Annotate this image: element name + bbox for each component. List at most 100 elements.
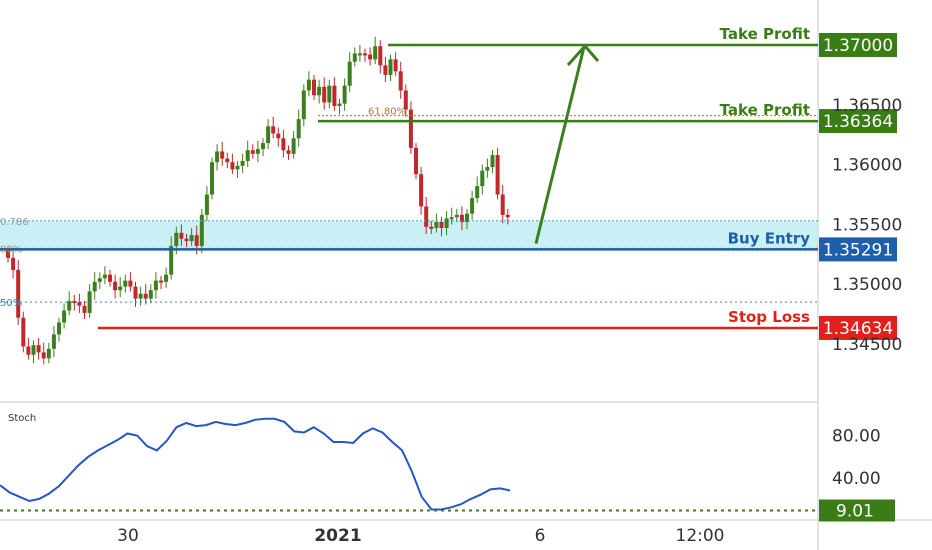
candle-body (296, 119, 301, 139)
candle-body (102, 274, 107, 279)
candle-body (46, 348, 51, 359)
candle-body (21, 317, 26, 347)
candle-body (57, 322, 61, 335)
candle-body (153, 280, 158, 291)
candle-body (215, 151, 220, 163)
candle-body (11, 257, 16, 270)
candle-body (97, 278, 102, 282)
candle-body (240, 161, 245, 166)
candle-body (108, 274, 112, 282)
stop-loss-price-tag-text: 1.34634 (823, 319, 893, 339)
candle-body (189, 235, 194, 242)
candle-body (408, 109, 413, 148)
candle-body (230, 162, 235, 170)
candle-body (72, 300, 77, 303)
candle-body (388, 59, 393, 75)
candle-body (36, 345, 41, 353)
buy-entry-label: Buy Entry (728, 229, 811, 247)
candle-body (357, 53, 362, 56)
candles-group (6, 36, 510, 365)
candle-body (332, 85, 337, 106)
candle-body (337, 103, 342, 106)
stoch-current-tag-bg (819, 499, 895, 522)
candle-body (383, 65, 388, 75)
candle-body (31, 345, 36, 355)
candle-body (87, 291, 92, 313)
candle-body (342, 85, 347, 104)
candle-body (16, 269, 21, 318)
candle-body (159, 280, 163, 283)
candle-body (194, 235, 199, 246)
candle-body (301, 90, 306, 120)
price-tick-label: 1.34500 (832, 335, 902, 355)
candle-body (281, 138, 286, 151)
price-tick-label: 1.35500 (832, 215, 902, 235)
candle-body (133, 286, 138, 299)
candle-body (6, 250, 10, 258)
fib-786-label: 0.786 (0, 217, 29, 228)
candle-body (67, 300, 72, 311)
time-axis: 30 2021 6 12:00 (117, 526, 724, 546)
candle-body (235, 165, 240, 170)
candle-body (245, 150, 250, 162)
candle-body (164, 274, 169, 282)
candle-body (179, 232, 184, 239)
candle-body (51, 334, 56, 349)
candle-body (449, 217, 454, 220)
candle-body (454, 214, 459, 218)
price-tick-label: 1.36000 (832, 156, 902, 176)
fib-50-label: 50% (0, 298, 22, 309)
candle-body (347, 61, 352, 86)
stoch-panel: Stoch 80.00 40.00 9.01 (0, 413, 895, 522)
time-tick-label: 12:00 (676, 526, 725, 546)
take-profit-2-label: Take Profit (720, 101, 810, 119)
stop-loss-price-tag: 1.34634 (819, 315, 897, 340)
candle-body (465, 213, 469, 223)
candle-body (434, 222, 439, 228)
take-profit-2-price-tag: 1.36364 (819, 109, 897, 134)
candle-body (444, 218, 449, 228)
candle-body (255, 149, 260, 154)
candle-body (306, 79, 311, 91)
candle-body (128, 280, 133, 287)
candle-body (138, 293, 143, 299)
time-tick-label: 30 (117, 526, 139, 546)
stoch-line (0, 417, 511, 511)
stoch-title: Stoch (8, 413, 36, 424)
stop-loss-price-tag-bg (819, 315, 897, 340)
buy-entry-price-tag-text: 1.35291 (823, 240, 893, 260)
candle-body (403, 90, 408, 110)
time-tick-label: 2021 (314, 526, 361, 546)
candle-body (184, 238, 189, 242)
candle-body (92, 281, 97, 292)
candle-body (199, 214, 204, 246)
candle-body (77, 302, 82, 306)
candle-body (250, 150, 255, 154)
candle-body (424, 206, 429, 227)
candle-body (393, 59, 398, 72)
candle-body (378, 46, 383, 66)
candle-body (459, 214, 464, 223)
candle-body (26, 346, 31, 355)
candle-body (414, 147, 418, 175)
levels-group: 0.78680%50%61.80%Take Profit1.37000Take … (0, 25, 897, 340)
take-profit-2-price-tag-text: 1.36364 (823, 112, 893, 132)
candle-body (439, 222, 444, 228)
candle-body (113, 281, 118, 291)
candle-body (204, 194, 209, 215)
target-arrow-head (566, 43, 600, 67)
candle-body (41, 352, 46, 359)
candle-body (210, 162, 214, 195)
candle-body (174, 232, 179, 246)
candle-body (312, 79, 316, 96)
stoch-tick-label: 40.00 (832, 469, 881, 489)
fib-618-label: 61.80% (368, 107, 406, 118)
candle-body (317, 86, 322, 96)
candle-body (123, 280, 128, 287)
stoch-current-tag-text: 9.01 (836, 501, 874, 521)
candle-body (352, 53, 357, 62)
price-tick-label: 1.36500 (832, 96, 902, 116)
take-profit-1-label: Take Profit (720, 25, 810, 43)
candle-body (363, 53, 367, 56)
